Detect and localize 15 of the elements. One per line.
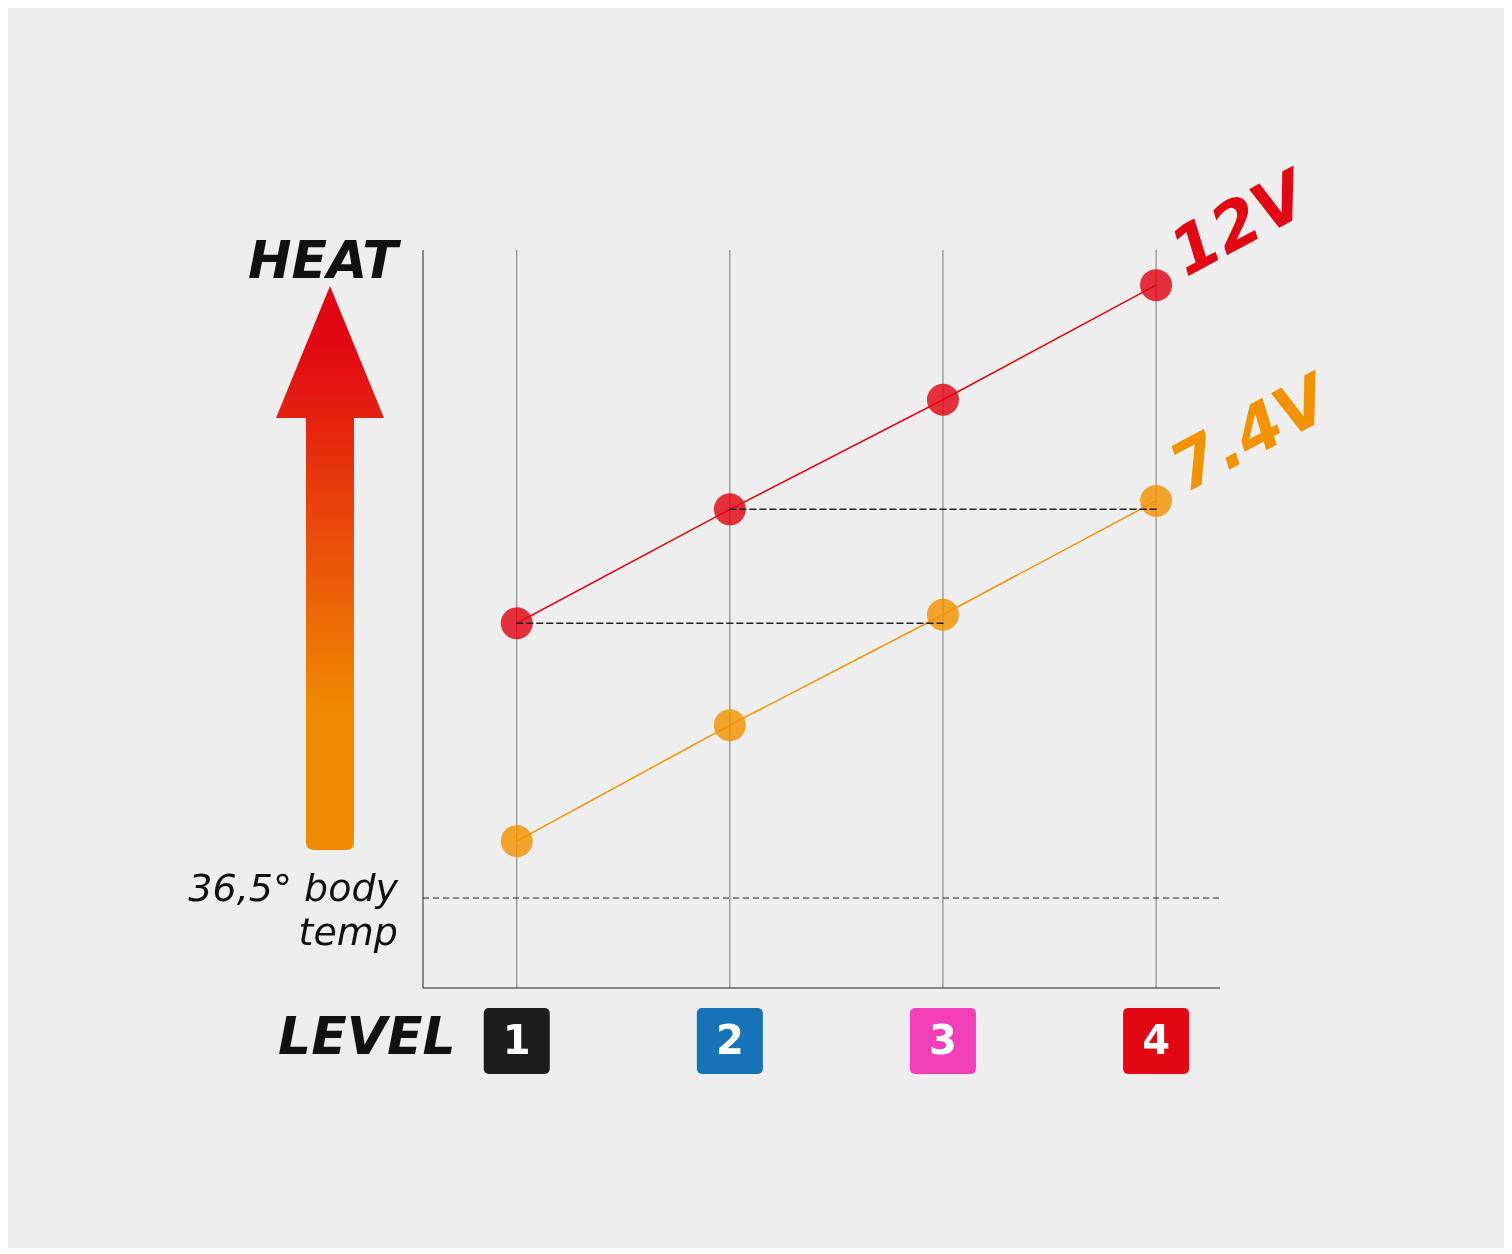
- x-tick-label: 3: [929, 1017, 957, 1063]
- ref-line-label: 36,5° body temp: [188, 866, 398, 954]
- x-tick-label: 4: [1142, 1017, 1170, 1063]
- point: [713, 493, 746, 526]
- point: [713, 709, 746, 742]
- point: [1140, 484, 1173, 517]
- x-tick-label: 1: [502, 1017, 531, 1063]
- x-tick-label: 2: [715, 1017, 744, 1063]
- point: [1140, 269, 1173, 302]
- point: [500, 825, 533, 858]
- x-axis-title: LEVEL: [278, 1006, 456, 1066]
- point: [500, 607, 533, 640]
- point: [926, 598, 959, 631]
- text: 12V: [1157, 153, 1325, 292]
- point: [926, 383, 959, 416]
